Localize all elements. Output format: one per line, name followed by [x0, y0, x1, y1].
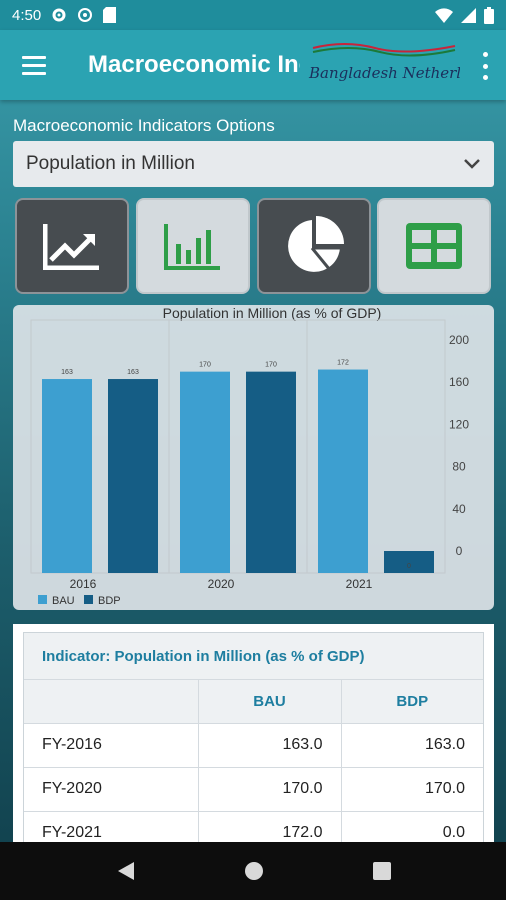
battery-icon [484, 6, 494, 24]
table-row: FY-2020 170.0 170.0 [24, 767, 483, 812]
bar-bdp-2016 [108, 379, 158, 573]
table-indicator-title: Indicator: Population in Million (as % o… [24, 633, 483, 680]
bar-data-label: 0 [407, 563, 411, 570]
bar-bau-2021 [318, 369, 368, 573]
status-time: 4:50 [12, 6, 42, 24]
signal-icon [461, 7, 476, 23]
legend-label: BAU [52, 595, 75, 607]
table-cell-bau: 163.0 [198, 723, 342, 768]
app-bar: Macroeconomic Indicators Bangladesh Neth… [0, 30, 506, 100]
table-view-button[interactable] [377, 198, 491, 294]
table-row: FY-2016 163.0 163.0 [24, 723, 483, 768]
data-table-card: Indicator: Population in Million (as % o… [13, 624, 494, 857]
bangladesh-netherlands-logo: Bangladesh Netherlands [308, 43, 460, 82]
pie-chart-icon [288, 216, 344, 272]
table-cell-year: FY-2020 [24, 767, 199, 812]
back-icon[interactable] [114, 860, 136, 882]
status-bar: 4:50 [0, 0, 506, 30]
system-nav-bar [0, 842, 506, 900]
chart-card: Population in Million (as % of GDP) 200 1… [13, 305, 494, 610]
bar-data-label: 170 [199, 362, 211, 369]
bar-data-label: 170 [265, 362, 277, 369]
bar-bdp-2020 [246, 371, 296, 573]
line-chart-button[interactable] [15, 198, 129, 294]
bar-bau-2016 [42, 379, 92, 573]
bar-data-label: 163 [61, 369, 73, 376]
bar-chart-icon [164, 224, 220, 270]
y-tick-label: 200 [449, 333, 469, 347]
table-header-blank [24, 680, 199, 724]
x-tick-label: 2021 [346, 577, 373, 591]
table-icon [406, 223, 462, 269]
bar-bdp-2021 [384, 551, 434, 573]
plot-frame [30, 319, 446, 574]
options-label: Macroeconomic Indicators Options [13, 116, 275, 135]
wifi-icon [435, 7, 453, 23]
table-header-bau: BAU [198, 680, 342, 724]
settings-icon [52, 8, 66, 22]
recents-icon[interactable] [372, 861, 392, 881]
indicator-dropdown[interactable]: Population in Million [13, 141, 494, 187]
table-cell-bdp: 163.0 [341, 723, 483, 768]
chevron-down-icon [464, 159, 480, 169]
trending-up-icon [43, 224, 99, 270]
chart-title: Population in Million (as % of GDP) [163, 305, 382, 321]
bar-chart: Population in Million (as % of GDP) 200 1… [30, 305, 469, 607]
home-icon[interactable] [243, 860, 265, 882]
table-cell-bau: 170.0 [198, 767, 342, 812]
bar-data-label: 172 [337, 360, 349, 367]
x-tick-label: 2020 [208, 577, 235, 591]
logo-text: Bangladesh Netherlands [308, 64, 460, 82]
bar-bau-2020 [180, 371, 230, 573]
sd-card-icon [103, 7, 117, 23]
app-title: Macroeconomic Indicators [88, 51, 300, 78]
bar-data-label: 163 [127, 369, 139, 376]
dropdown-selected: Population in Million [26, 153, 195, 174]
more-options-icon[interactable] [480, 52, 490, 80]
table-header-bdp: BDP [341, 680, 483, 724]
data-table: Indicator: Population in Million (as % o… [23, 632, 484, 857]
table-header-row: BAU BDP [24, 680, 483, 724]
y-tick-label: 160 [449, 375, 469, 389]
y-tick-label: 120 [449, 417, 469, 431]
x-tick-label: 2016 [70, 577, 97, 591]
legend-label: BDP [98, 595, 121, 607]
y-tick-label: 40 [452, 502, 466, 516]
table-cell-year: FY-2016 [24, 723, 199, 768]
legend-swatch [38, 595, 47, 604]
y-tick-label: 0 [456, 544, 463, 558]
y-tick-label: 80 [452, 460, 466, 474]
table-cell-bdp: 170.0 [341, 767, 483, 812]
sync-icon [78, 8, 93, 22]
pie-chart-button[interactable] [257, 198, 371, 294]
bar-chart-button[interactable] [136, 198, 250, 294]
legend-swatch [84, 595, 93, 604]
menu-icon[interactable] [16, 47, 52, 83]
